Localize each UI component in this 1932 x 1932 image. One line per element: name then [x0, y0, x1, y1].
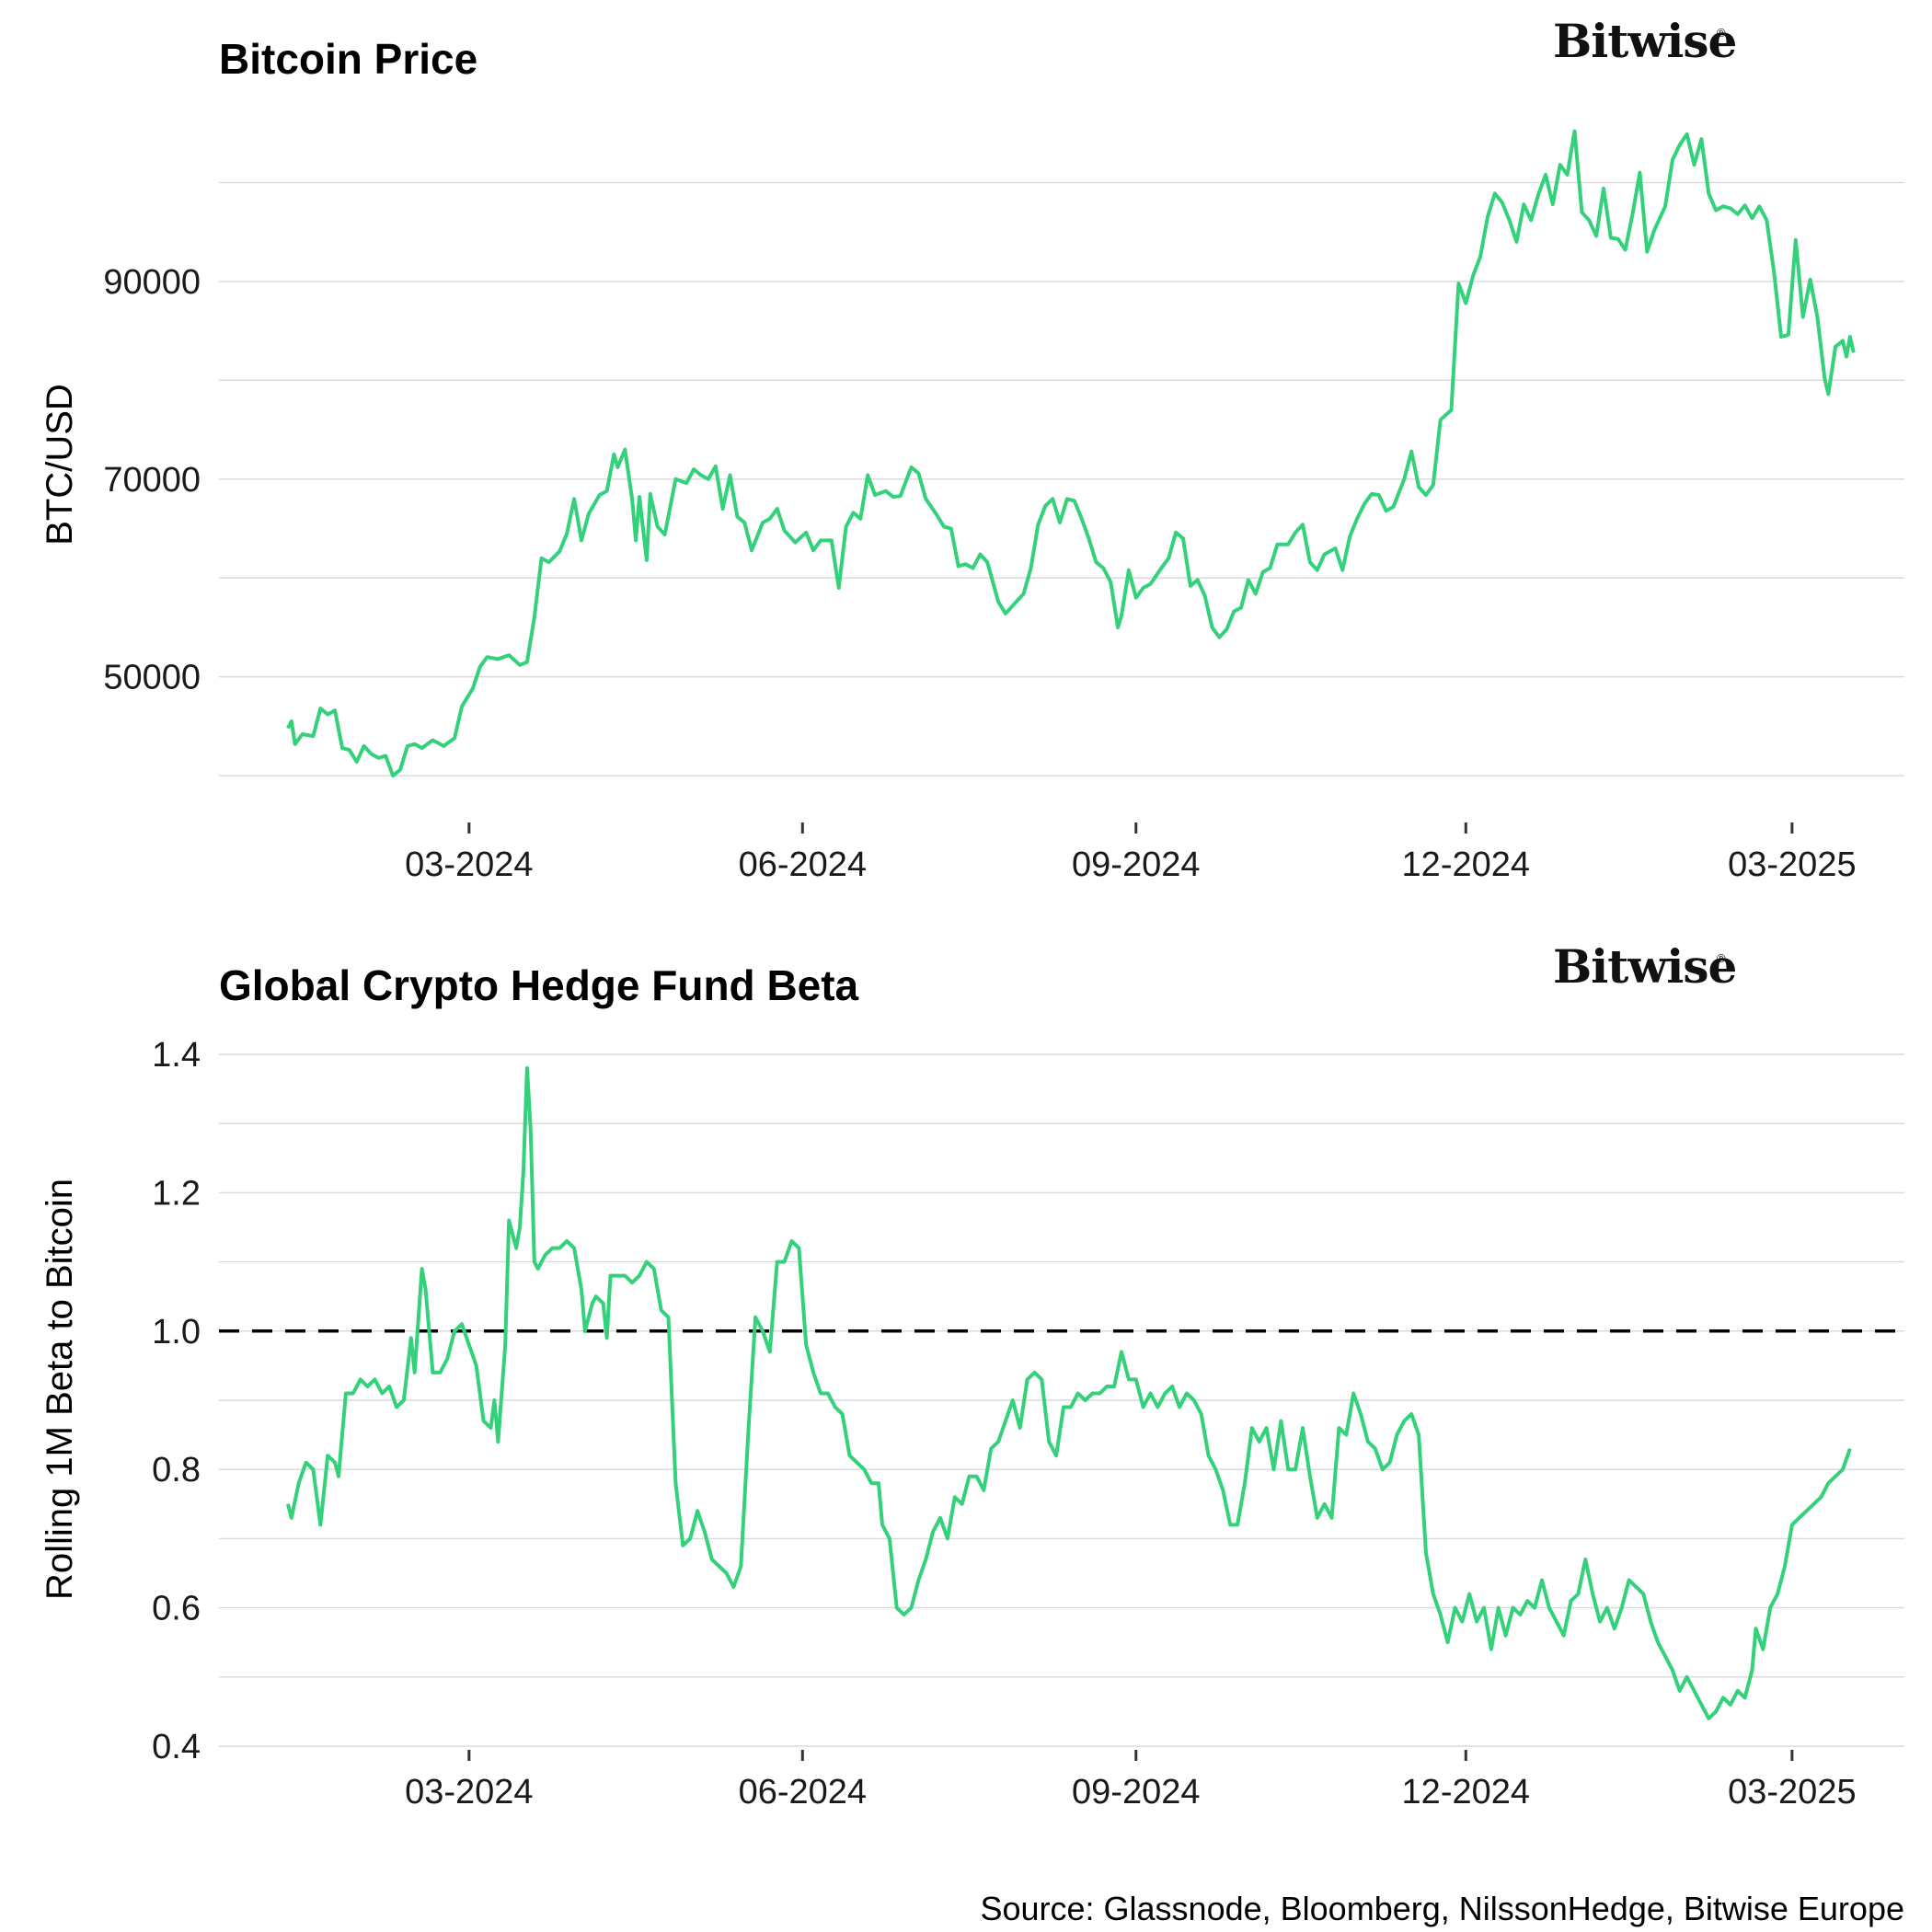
x-axis-ticks: 03-2024 06-2024 09-2024 12-2024 03-2025 — [405, 1750, 1857, 1811]
y-tick-label: 50000 — [103, 659, 201, 697]
x-tick-label: 09-2024 — [1072, 845, 1200, 884]
registered-mark: ® — [1717, 26, 1726, 40]
chart-title: Global Crypto Hedge Fund Beta — [219, 961, 859, 1009]
bitwise-logo: Bitwise — [1553, 14, 1736, 68]
x-tick-label: 12-2024 — [1402, 1773, 1530, 1811]
x-tick-label: 03-2024 — [405, 1773, 533, 1811]
x-tick-label: 03-2025 — [1728, 1773, 1856, 1811]
x-axis-ticks: 03-2024 06-2024 09-2024 12-2024 03-2025 — [405, 822, 1857, 884]
x-tick-label: 06-2024 — [739, 845, 867, 884]
x-tick-label: 12-2024 — [1402, 845, 1530, 884]
y-tick-label: 1.0 — [152, 1313, 201, 1351]
bitcoin-price-chart: Bitcoin Price Bitwise ® BTC/USD 50000 700… — [40, 14, 1904, 884]
hedge-fund-beta-chart: Global Crypto Hedge Fund Beta Bitwise ® … — [40, 939, 1904, 1811]
x-tick-label: 03-2025 — [1728, 845, 1856, 884]
grid-lines — [219, 181, 1904, 776]
chart-title: Bitcoin Price — [219, 35, 477, 83]
y-tick-label: 0.6 — [152, 1590, 201, 1628]
beta-line — [285, 1066, 1852, 1720]
y-tick-label: 0.4 — [152, 1728, 201, 1766]
y-tick-label: 1.4 — [152, 1036, 201, 1075]
btc-price-line — [286, 129, 1856, 778]
y-tick-label: 0.8 — [152, 1451, 201, 1489]
y-axis-ticks: 0.4 0.6 0.8 1.0 1.2 1.4 — [152, 1036, 201, 1766]
bitwise-logo: Bitwise — [1553, 939, 1736, 994]
source-note: Source: Glassnode, Bloomberg, NilssonHed… — [980, 1890, 1904, 1927]
y-tick-label: 70000 — [103, 461, 201, 500]
x-tick-label: 09-2024 — [1072, 1773, 1200, 1811]
registered-mark: ® — [1717, 951, 1726, 965]
y-tick-label: 90000 — [103, 263, 201, 302]
y-axis-ticks: 50000 70000 90000 — [103, 263, 201, 697]
grid-lines — [219, 1053, 1904, 1747]
y-axis-label: BTC/USD — [40, 384, 80, 546]
x-tick-label: 06-2024 — [739, 1773, 867, 1811]
y-tick-label: 1.2 — [152, 1174, 201, 1213]
x-tick-label: 03-2024 — [405, 845, 533, 884]
y-axis-label: Rolling 1M Beta to Bitcoin — [40, 1179, 80, 1600]
